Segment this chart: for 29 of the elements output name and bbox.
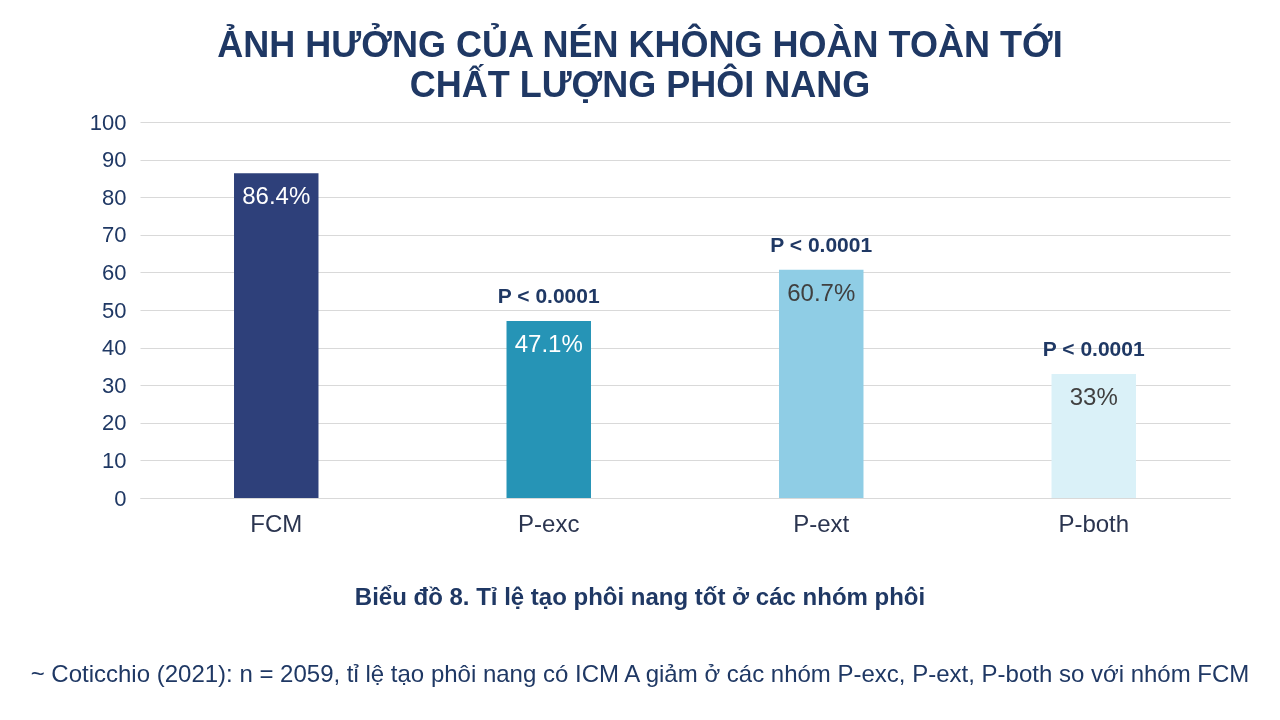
x-tick-label: P-both	[1058, 509, 1130, 537]
chart-title: ẢNH HƯỞNG CỦA NÉN KHÔNG HOÀN TOÀN TỚI CHẤT LƯỢNG PHÔI NANG	[217, 23, 1063, 105]
x-tick-label: P-ext	[793, 509, 850, 537]
y-tick-label: 90	[102, 147, 127, 173]
x-tick-label: FCM	[250, 509, 303, 537]
data-label: 60.7%	[787, 278, 856, 306]
text: Biểu đồ 8. Tỉ lệ tạo phôi nang tốt ở các nhóm phôi	[354, 583, 926, 610]
bar	[234, 173, 319, 498]
bar	[779, 269, 864, 498]
y-tick-label: 50	[102, 297, 127, 323]
y-tick-label: 70	[102, 222, 127, 248]
y-tick-label: 80	[102, 184, 127, 210]
x-tick-label: P-exc	[518, 509, 580, 537]
data-label: 86.4%	[242, 182, 311, 210]
bar	[1051, 373, 1136, 498]
annotation: P < 0.0001	[1042, 336, 1145, 360]
y-tick-label: 10	[102, 447, 127, 473]
y-tick-label: 0	[114, 485, 127, 511]
y-tick-label: 60	[102, 259, 127, 285]
text: ~ Coticchio (2021): n = 2059, tỉ lệ tạo phôi nang có ICM A giảm ở các nhóm P-exc, P-ext, P-both so với nhóm FCM	[30, 660, 1250, 687]
y-tick-label: 100	[89, 109, 127, 135]
annotation: P < 0.0001	[770, 232, 873, 256]
y-tick-label: 20	[102, 410, 127, 436]
y-tick-label: 30	[102, 372, 127, 398]
annotation: P < 0.0001	[497, 283, 600, 307]
bar	[506, 320, 591, 498]
data-label: 47.1%	[514, 329, 583, 357]
data-label: 33%	[1069, 382, 1118, 410]
y-tick-label: 40	[102, 335, 127, 361]
